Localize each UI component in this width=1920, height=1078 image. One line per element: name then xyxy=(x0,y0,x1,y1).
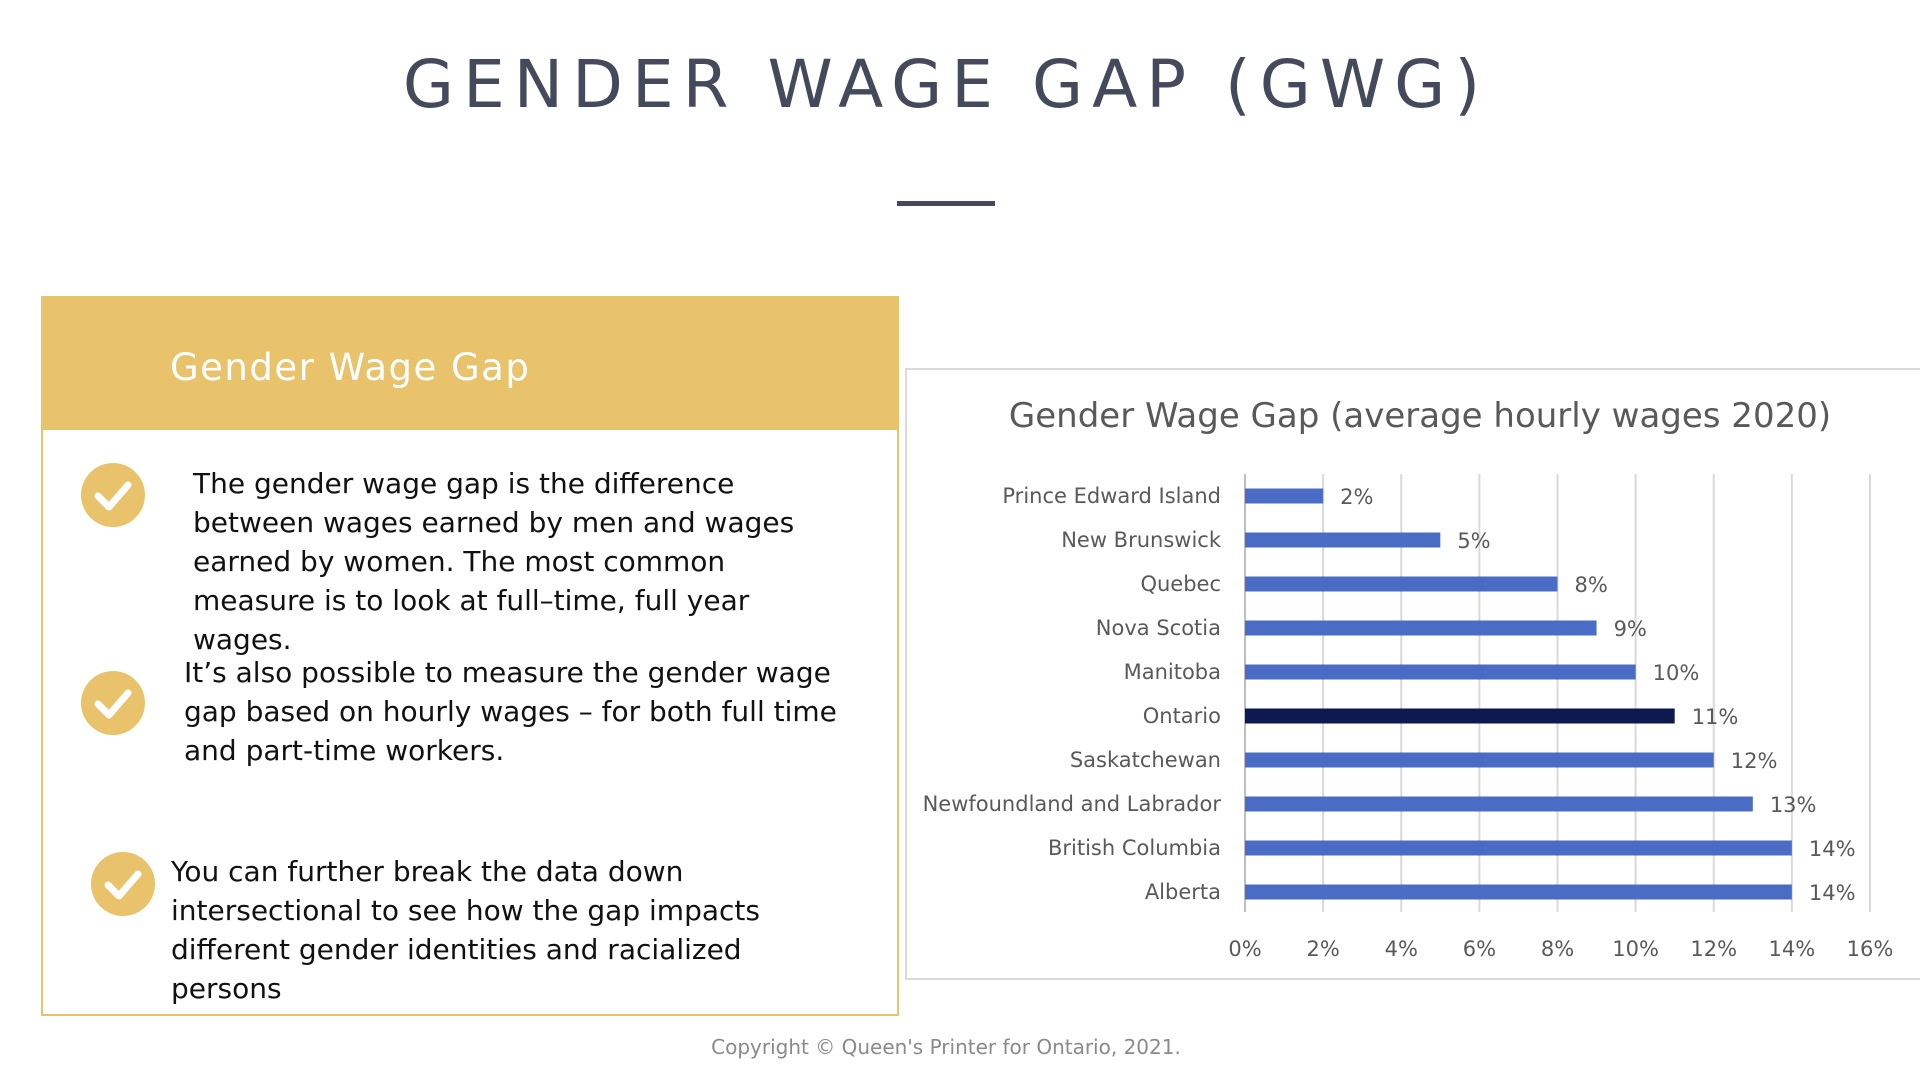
info-card-header: Gender Wage Gap xyxy=(43,298,897,430)
chart-title: Gender Wage Gap (average hourly wages 20… xyxy=(1008,396,1832,436)
bullet-text: You can further break the data down inte… xyxy=(171,855,760,1005)
check-icon xyxy=(91,852,155,916)
bullet-text: It’s also possible to measure the gender… xyxy=(184,656,837,767)
slide-title: GENDER WAGE GAP (GWG) xyxy=(402,46,1490,123)
bullet-text: The gender wage gap is the difference be… xyxy=(193,467,795,656)
info-card: Gender Wage Gap The gender wage gap is t… xyxy=(41,296,899,1016)
chart-frame xyxy=(905,368,1920,980)
title-divider xyxy=(897,201,995,206)
copyright-text: Copyright © Queen's Printer for Ontario,… xyxy=(711,1035,1181,1059)
info-card-title: Gender Wage Gap xyxy=(170,346,531,389)
check-icon xyxy=(81,671,145,735)
check-icon xyxy=(81,463,145,527)
